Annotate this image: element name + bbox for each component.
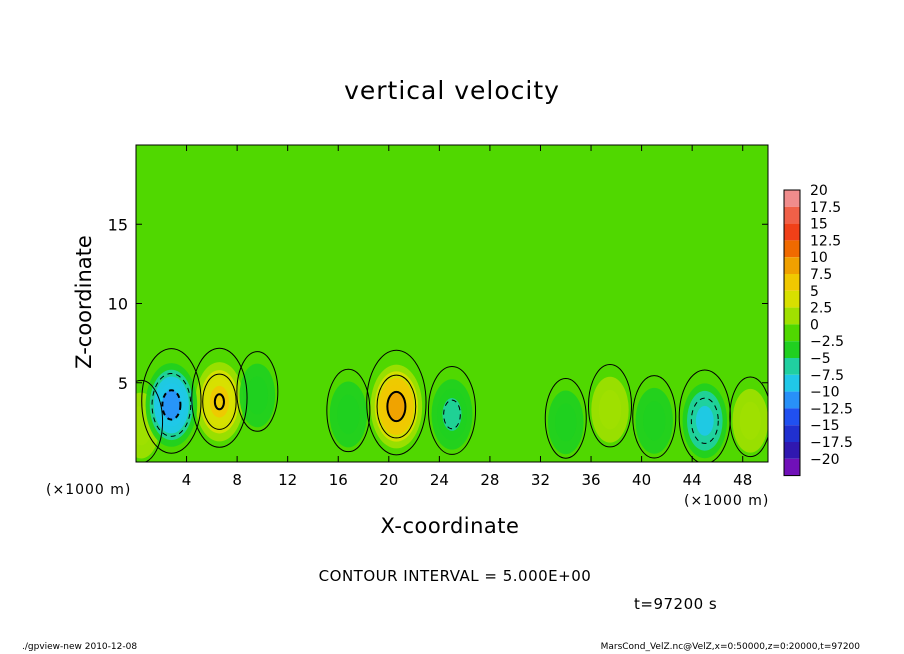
chart-title: vertical velocity bbox=[344, 76, 560, 105]
updraft-cell bbox=[732, 388, 768, 453]
colorbar-label: 20 bbox=[810, 183, 828, 199]
colorbar-swatch bbox=[784, 290, 800, 308]
zero-contour-line bbox=[678, 369, 731, 462]
colorbar-label: 10 bbox=[810, 250, 828, 266]
colorbar-label: 2.5 bbox=[810, 301, 832, 317]
colorbar-label: −12.5 bbox=[810, 401, 853, 417]
y-tick-label: 10 bbox=[108, 295, 128, 314]
colorbar-label: 0 bbox=[810, 317, 819, 333]
colorbar-label: 15 bbox=[810, 217, 828, 233]
colorbar-label: 5 bbox=[810, 284, 819, 300]
contour-line bbox=[443, 399, 461, 430]
x-tick-label: 4 bbox=[182, 471, 192, 489]
colorbar-swatch bbox=[784, 425, 800, 442]
colorbar-swatch bbox=[784, 324, 800, 342]
zero-contour-line bbox=[632, 375, 677, 459]
x-tick-label: 48 bbox=[733, 471, 752, 489]
zero-contour-line bbox=[587, 363, 633, 448]
y-tick-label: 5 bbox=[118, 374, 128, 393]
zero-contour-line bbox=[729, 376, 768, 458]
zero-contour-line bbox=[544, 378, 587, 459]
zero-contour-line bbox=[141, 348, 202, 454]
colorbar-label: −2.5 bbox=[810, 334, 844, 350]
zero-contour-line bbox=[326, 368, 371, 453]
colorbar-swatch bbox=[784, 257, 800, 274]
x-tick-label: 8 bbox=[232, 471, 242, 489]
colorbar-swatch bbox=[784, 307, 800, 325]
x-tick-label: 24 bbox=[430, 471, 449, 489]
downdraft-cell bbox=[431, 379, 473, 450]
x-tick-label: 16 bbox=[329, 471, 348, 489]
colorbar-swatch bbox=[784, 358, 800, 375]
colorbar-swatch bbox=[784, 408, 800, 426]
x-tick-label: 44 bbox=[683, 471, 702, 489]
colorbar-swatch bbox=[784, 374, 800, 392]
x-axis-label: X-coordinate bbox=[380, 514, 520, 538]
x-tick-label: 20 bbox=[379, 471, 398, 489]
contour-line bbox=[690, 397, 719, 444]
zero-contour-line bbox=[427, 365, 477, 455]
colorbar-label: −17.5 bbox=[810, 435, 853, 451]
footer-program-label: ./gpview-new 2010-12-08 bbox=[22, 642, 138, 652]
zero-contour-line bbox=[191, 347, 248, 448]
colorbar-label: −20 bbox=[810, 452, 840, 468]
downdraft-cell bbox=[329, 381, 368, 448]
footer-source-label: MarsCond_VelZ.nc@VelZ,x=0:50000,z=0:2000… bbox=[600, 642, 860, 652]
x-tick-label: 40 bbox=[632, 471, 651, 489]
x-tick-label: 12 bbox=[278, 471, 297, 489]
colorbar-label: 17.5 bbox=[810, 200, 841, 216]
colorbar-swatch bbox=[784, 240, 800, 258]
colorbar-swatch bbox=[784, 274, 800, 291]
contour-line bbox=[386, 390, 407, 423]
colorbar-label: −10 bbox=[810, 385, 840, 401]
colorbar-label: 12.5 bbox=[810, 233, 841, 249]
x-tick-label: 32 bbox=[531, 471, 550, 489]
downdraft-cell bbox=[682, 383, 728, 459]
colorbar-swatch bbox=[784, 223, 800, 241]
colorbar-swatch bbox=[784, 458, 800, 476]
contour-interval-label: CONTOUR INTERVAL = 5.000E+00 bbox=[318, 567, 592, 585]
x-tick-label: 28 bbox=[480, 471, 499, 489]
contour-line bbox=[161, 389, 182, 421]
colorbar-label: 7.5 bbox=[810, 267, 832, 283]
colorbar-label: −5 bbox=[810, 351, 831, 367]
contour-line bbox=[213, 393, 225, 411]
colorbar-label: −15 bbox=[810, 418, 840, 434]
updraft-cell bbox=[591, 376, 629, 443]
downdraft-cell bbox=[635, 387, 673, 454]
x-tick-label: 36 bbox=[581, 471, 600, 489]
zero-contour-line bbox=[366, 349, 427, 456]
colorbar-label: −7.5 bbox=[810, 368, 844, 384]
time-label: t=97200 s bbox=[634, 595, 718, 613]
y-tick-label: 15 bbox=[108, 215, 128, 234]
downdraft-cell bbox=[547, 390, 584, 455]
updraft-cell bbox=[370, 364, 423, 449]
colorbar-swatch bbox=[784, 442, 800, 459]
colorbar-swatch bbox=[784, 190, 800, 207]
colorbar-frame bbox=[783, 189, 801, 477]
y-axis-unit-label: (×1000 m) bbox=[46, 482, 132, 498]
downdraft-cell bbox=[145, 363, 198, 447]
x-axis-unit-label: (×1000 m) bbox=[684, 493, 770, 509]
zero-contour-line bbox=[236, 351, 279, 432]
colorbar-swatch bbox=[784, 391, 800, 409]
zero-contour-line bbox=[136, 379, 164, 462]
downdraft-cell bbox=[239, 363, 276, 428]
colorbar-swatch bbox=[784, 206, 800, 224]
contour-line bbox=[202, 373, 237, 430]
contour-line bbox=[376, 374, 417, 439]
contour-line bbox=[151, 373, 192, 437]
colorbar-swatch bbox=[784, 341, 800, 358]
